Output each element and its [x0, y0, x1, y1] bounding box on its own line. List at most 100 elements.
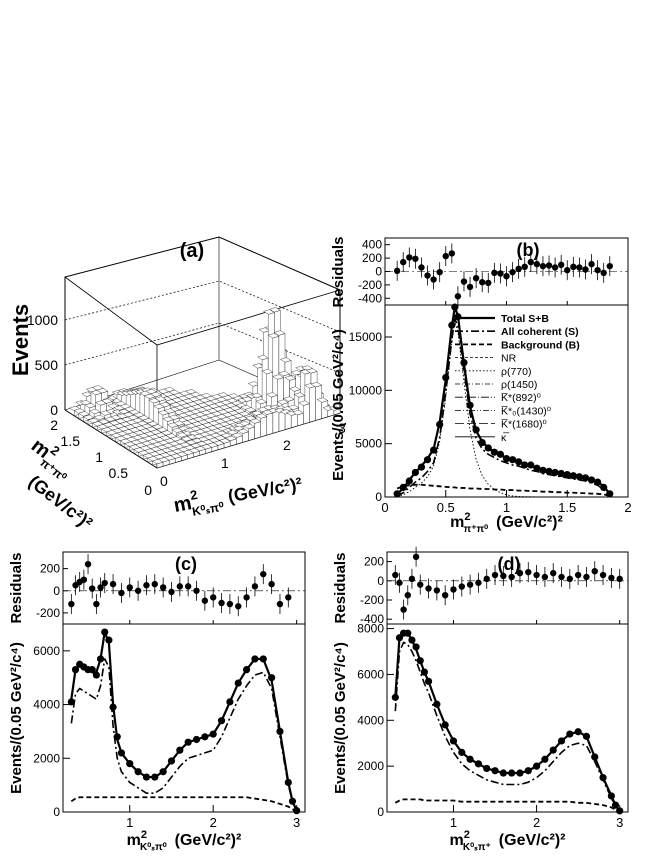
residual-point [184, 583, 192, 590]
lego-bar-top [289, 386, 301, 392]
residual-point [436, 268, 443, 276]
residual-point [448, 250, 456, 257]
data-point [563, 471, 571, 479]
legend-label: κ̅ [501, 432, 510, 444]
data-point [430, 446, 438, 454]
residual-point [406, 254, 413, 261]
res-tick-label-c: 0 [53, 584, 60, 598]
panel-a-x-label: m2K⁰ₛπ⁰(GeV/c²)² [172, 474, 304, 519]
curve-b [396, 318, 611, 497]
data-point [251, 655, 259, 663]
residual-point [80, 576, 88, 583]
lego-bar-top [255, 413, 268, 419]
panel-a-z-tick-0: 0 [50, 402, 58, 418]
residual-point [450, 586, 457, 593]
data-point [478, 439, 486, 447]
panel-a-top-frame [64, 276, 341, 346]
data-point [117, 749, 126, 757]
data-point [288, 797, 297, 805]
data-point [159, 768, 167, 776]
data-point [472, 426, 480, 434]
x-tick-label-c: 2 [210, 815, 217, 830]
data-point [420, 668, 428, 676]
data-point [201, 733, 209, 741]
residual-point [485, 279, 492, 287]
data-point [594, 478, 602, 486]
y-tick-label-d: 4000 [357, 713, 384, 727]
data-point [192, 735, 201, 744]
legend-label: ρ(770) [501, 366, 532, 378]
data-point [454, 313, 462, 321]
residual-point [583, 573, 590, 581]
data-point [599, 774, 607, 782]
data-point [92, 671, 100, 679]
res-tick-label-d: 200 [364, 555, 384, 569]
data-point [496, 450, 505, 458]
data-point [587, 476, 596, 484]
data-point [395, 634, 404, 642]
data-point [293, 807, 301, 815]
data-point [524, 767, 532, 775]
data-point [616, 807, 624, 815]
lego-bar-top [293, 392, 306, 398]
data-point [490, 448, 498, 456]
lego-bar-top [173, 420, 185, 426]
data-point [441, 721, 449, 729]
residual-point [97, 584, 104, 591]
residual-point [558, 573, 565, 581]
lego-bar-top [96, 388, 109, 394]
residual-point [557, 261, 565, 268]
lego-bar [315, 384, 322, 421]
data-point [545, 467, 553, 475]
residual-point [210, 594, 217, 601]
data-point [184, 738, 192, 746]
lego-bar-top [163, 408, 176, 414]
data-point [581, 474, 590, 482]
lego-bar-top [243, 423, 256, 429]
residual-point [460, 278, 468, 285]
panel-a: 0 500 1000 Events 0 0.5 1 1.5 2 0 1 2 3 … [8, 236, 346, 533]
data-point [466, 755, 474, 763]
panel-a-z-tick-1000: 1000 [27, 312, 58, 328]
lego-bar-top [110, 414, 123, 420]
data-point [539, 466, 547, 474]
data-point [268, 674, 276, 682]
residuals-label-c: Residuals [8, 553, 25, 624]
residual-point [93, 600, 100, 608]
lego-bar-top [93, 414, 106, 420]
lego-bar-top [273, 330, 286, 336]
lego-bar-top [98, 419, 110, 425]
lego-bar-top [89, 408, 101, 415]
data-point [532, 762, 541, 770]
lego-bar [272, 410, 280, 434]
data-point [515, 458, 523, 466]
lego-bar-top [219, 438, 231, 444]
residual-point [483, 575, 490, 583]
lego-bar-top [111, 409, 124, 415]
data-point [67, 698, 75, 706]
data-point [451, 303, 459, 311]
residual-point [582, 266, 589, 273]
main-frame-d [386, 623, 629, 813]
data-point [569, 472, 577, 480]
y-tick-label-d: 8000 [357, 622, 384, 636]
lego-bar-top [78, 411, 90, 417]
res-tick-label-b: -400 [358, 291, 382, 305]
residual-point [441, 592, 449, 599]
residual-point [251, 583, 259, 590]
residual-point [527, 258, 534, 266]
lego-bar-top [287, 404, 300, 410]
residual-point [433, 587, 441, 594]
data-point [284, 778, 292, 787]
residual-point [509, 268, 516, 276]
residual-point [594, 266, 601, 274]
y-tick-label-b: 0 [375, 490, 382, 504]
curve-b [397, 321, 610, 498]
lego-bar-top [310, 382, 323, 388]
lego-bar-top [276, 399, 289, 405]
data-point [483, 764, 491, 773]
lego-bar-top [225, 435, 237, 441]
x-tick-label-d: 2 [533, 815, 540, 830]
lego-bar-top [295, 365, 307, 371]
